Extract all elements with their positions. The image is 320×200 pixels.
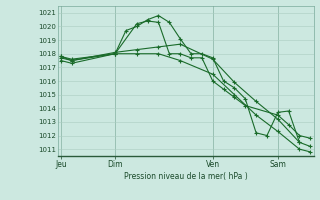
- X-axis label: Pression niveau de la mer( hPa ): Pression niveau de la mer( hPa ): [124, 172, 247, 181]
